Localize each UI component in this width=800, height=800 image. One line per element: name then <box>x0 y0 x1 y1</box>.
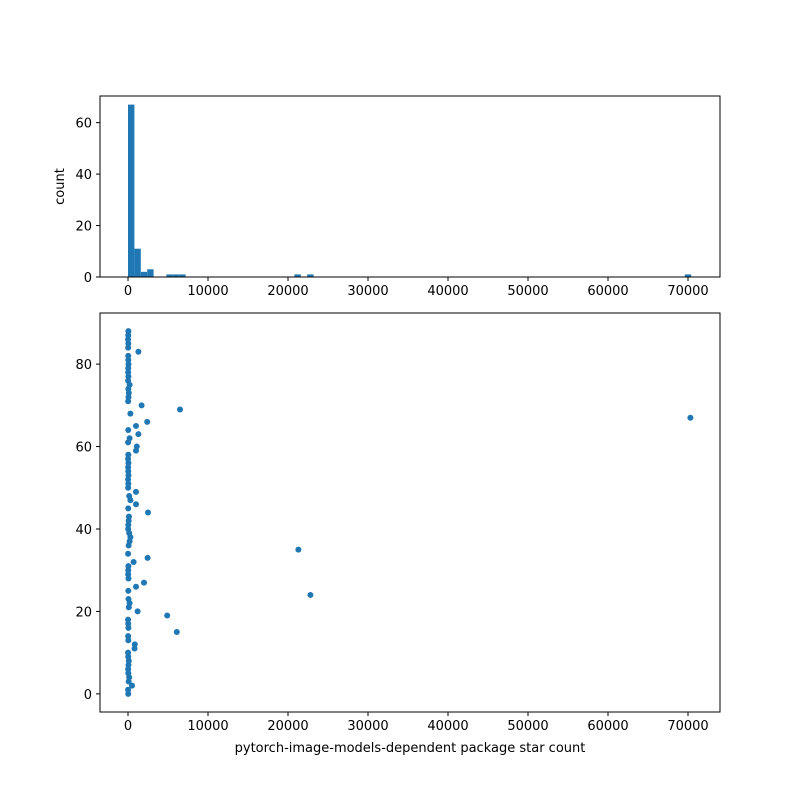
scatter-axes: 0 10000 20000 30000 40000 50000 60000 70000 0 20 4… <box>75 312 721 756</box>
x-tick-label: 10000 <box>187 719 228 734</box>
x-tick-label: 70000 <box>667 719 708 734</box>
point <box>125 550 132 557</box>
point <box>125 328 132 335</box>
y-tick-label: 60 <box>75 117 92 132</box>
y-tick-label: 40 <box>75 523 92 538</box>
axes-frame <box>99 312 721 713</box>
point <box>138 402 145 409</box>
point <box>125 427 132 434</box>
point <box>135 348 142 355</box>
point <box>131 641 138 648</box>
point <box>126 493 133 500</box>
point <box>144 418 151 425</box>
point <box>177 406 183 413</box>
point <box>130 558 137 565</box>
bar <box>684 274 692 277</box>
point <box>687 414 694 421</box>
x-tick-label: 30000 <box>347 284 388 299</box>
point <box>125 505 132 512</box>
point <box>125 616 132 623</box>
x-tick-label: 60000 <box>587 284 628 299</box>
point <box>125 633 132 640</box>
x-axis-label: pytorch-image-models-dependent package s… <box>235 741 586 756</box>
x-tick-label: 0 <box>124 719 132 734</box>
bar <box>147 269 154 277</box>
y-tick-label: 20 <box>75 220 92 235</box>
bar <box>128 104 135 277</box>
point <box>164 612 171 619</box>
bar <box>294 274 301 277</box>
point <box>125 513 132 520</box>
point <box>133 422 139 429</box>
y-tick-label: 80 <box>75 358 92 373</box>
point <box>134 608 141 615</box>
x-tick-label: 60000 <box>587 719 628 734</box>
point <box>145 509 151 516</box>
x-tick-label: 40000 <box>427 719 468 734</box>
point <box>125 649 132 656</box>
x-tick-label: 20000 <box>267 719 308 734</box>
point <box>135 431 142 438</box>
x-tick-label: 40000 <box>427 284 468 299</box>
point <box>133 501 139 508</box>
point <box>141 579 147 586</box>
point <box>125 451 132 458</box>
x-tick-label: 70000 <box>667 284 708 299</box>
point <box>126 435 133 442</box>
point <box>125 587 132 594</box>
x-tick-label: 10000 <box>187 284 228 299</box>
x-tick-label: 50000 <box>507 719 548 734</box>
point <box>125 352 132 359</box>
histogram-axes: 0 10000 20000 30000 40000 50000 60000 70000 0 20 4… <box>53 95 721 299</box>
y-axis-label: count <box>53 168 68 205</box>
point <box>129 682 135 689</box>
point <box>307 591 314 598</box>
point <box>144 554 151 561</box>
point <box>295 546 302 553</box>
bar <box>166 274 173 277</box>
y-tick-label: 60 <box>75 441 92 456</box>
y-tick-label: 0 <box>84 271 92 286</box>
axes-frame <box>99 95 721 278</box>
point <box>133 583 139 590</box>
y-tick-label: 20 <box>75 605 92 620</box>
bar <box>179 274 186 277</box>
x-tick-label: 0 <box>124 284 132 299</box>
y-tick-label: 0 <box>84 688 92 703</box>
y-tick-label: 40 <box>75 168 92 183</box>
x-tick-label: 20000 <box>267 284 308 299</box>
bar <box>134 248 141 277</box>
point <box>127 410 134 417</box>
point <box>125 686 132 693</box>
point <box>133 443 140 450</box>
bar <box>140 271 148 277</box>
point <box>133 488 139 495</box>
x-tick-label: 30000 <box>347 719 388 734</box>
bar <box>307 274 314 277</box>
point <box>173 629 180 636</box>
point <box>125 596 132 603</box>
bar <box>172 274 180 277</box>
point <box>125 563 132 570</box>
x-tick-label: 50000 <box>507 284 548 299</box>
